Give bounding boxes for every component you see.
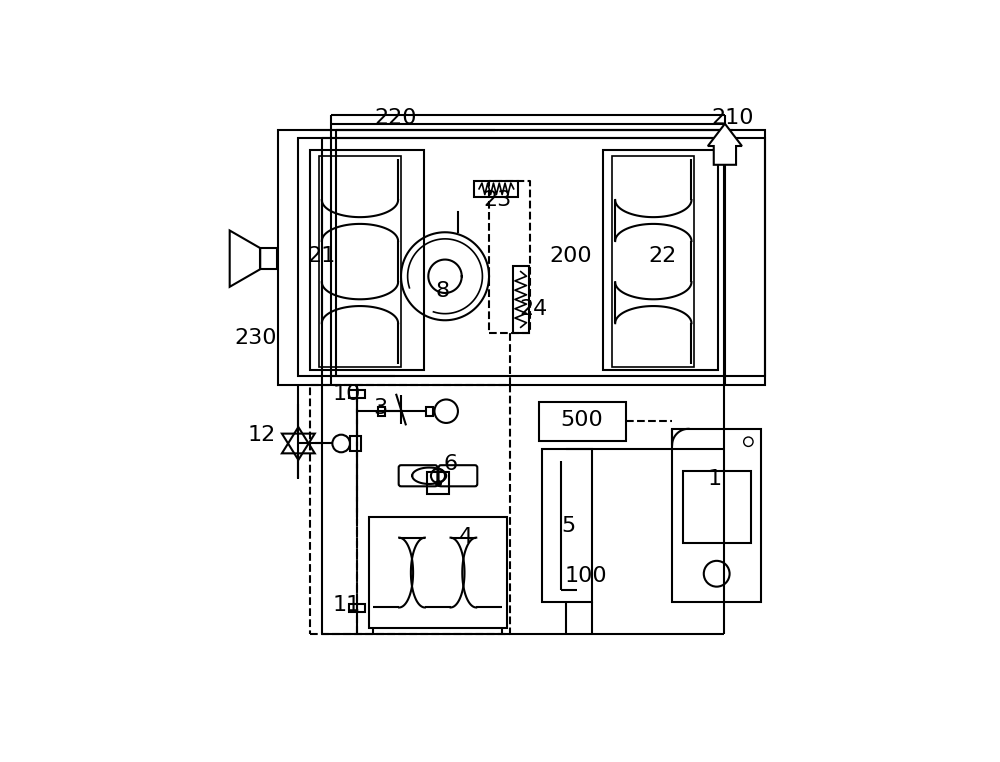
Text: 23: 23 — [484, 190, 512, 210]
Text: 21: 21 — [308, 245, 336, 266]
Bar — [612, 156, 694, 367]
Text: 500: 500 — [560, 410, 603, 430]
Text: 24: 24 — [519, 299, 547, 319]
Bar — [319, 156, 401, 367]
Bar — [369, 517, 507, 629]
Bar — [310, 150, 424, 370]
FancyArrow shape — [708, 123, 742, 165]
Bar — [474, 181, 518, 197]
Text: 100: 100 — [565, 565, 607, 585]
Text: 22: 22 — [648, 245, 676, 266]
Bar — [512, 266, 529, 333]
Bar — [350, 437, 361, 450]
Bar — [672, 429, 761, 602]
Text: 200: 200 — [550, 245, 592, 266]
Text: 12: 12 — [247, 424, 276, 445]
Bar — [542, 450, 592, 602]
Text: 8: 8 — [435, 281, 449, 301]
Bar — [539, 402, 626, 440]
Text: 210: 210 — [711, 108, 754, 128]
Bar — [278, 130, 765, 385]
Bar — [260, 248, 277, 269]
Text: 3: 3 — [373, 399, 388, 418]
Text: 220: 220 — [374, 108, 416, 128]
Bar — [378, 406, 385, 416]
Bar — [426, 406, 433, 416]
Bar — [603, 150, 718, 370]
Bar — [298, 139, 765, 376]
Text: 6: 6 — [444, 454, 458, 474]
Bar — [683, 470, 751, 543]
Text: 11: 11 — [333, 595, 361, 615]
Text: 5: 5 — [561, 516, 575, 536]
Bar — [349, 604, 365, 613]
FancyBboxPatch shape — [439, 465, 477, 486]
Bar — [349, 389, 365, 398]
Text: 1: 1 — [708, 469, 722, 488]
Bar — [427, 472, 449, 494]
FancyBboxPatch shape — [399, 465, 437, 486]
Text: 4: 4 — [458, 527, 473, 547]
Text: 230: 230 — [234, 328, 277, 348]
Text: 10: 10 — [333, 383, 361, 404]
